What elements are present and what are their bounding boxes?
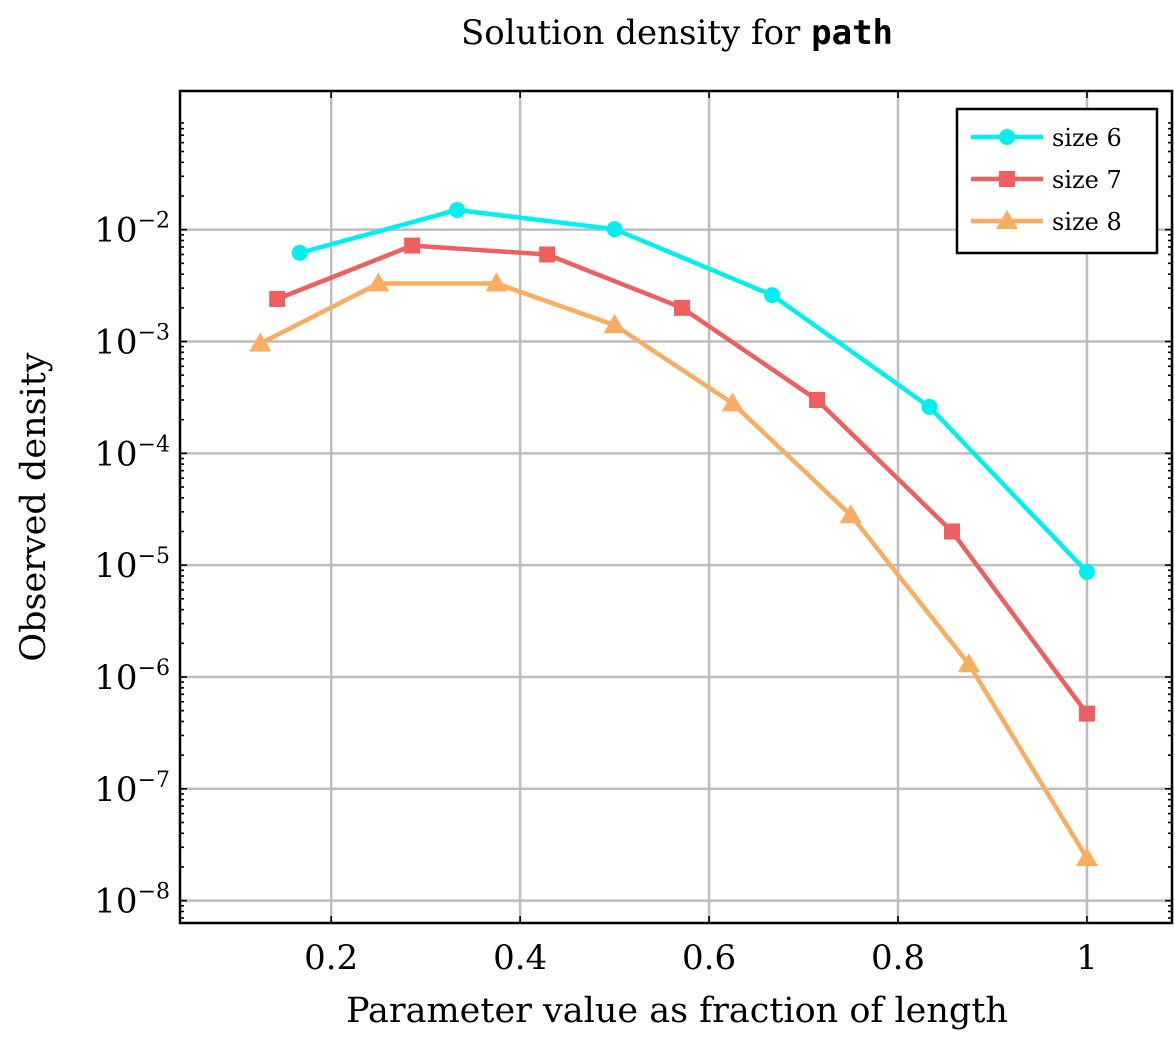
x-axis-label: Parameter value as fraction of length <box>346 991 1008 1031</box>
data-point <box>249 332 272 352</box>
legend: size 6 size 7 size 8 <box>955 107 1159 255</box>
data-point <box>809 391 826 408</box>
y-tick-base: 10 <box>94 434 137 474</box>
y-axis-label: Observed density <box>14 352 54 661</box>
data-point <box>1078 563 1095 580</box>
data-point <box>943 523 960 540</box>
series-layer <box>249 201 1098 867</box>
data-point <box>603 314 626 334</box>
y-tick-label: 10−4 <box>94 432 170 474</box>
y-tick-exponent: −7 <box>138 768 170 793</box>
data-point <box>539 246 556 263</box>
x-tick-label: 0.4 <box>493 938 547 978</box>
legend-entry: size 7 <box>971 166 1122 194</box>
chart-title: Solution density for path <box>461 13 893 53</box>
data-point <box>674 299 691 316</box>
data-point <box>367 272 390 292</box>
data-point <box>449 201 466 218</box>
data-point <box>921 398 938 415</box>
series-line <box>259 281 1089 860</box>
y-tick-label: 10−8 <box>94 880 170 922</box>
legend-marker <box>996 210 1018 229</box>
data-point <box>839 504 862 524</box>
series-1 <box>291 201 1095 580</box>
series-3 <box>249 272 1098 867</box>
y-tick-label: 10−6 <box>94 656 170 698</box>
data-point <box>957 653 980 673</box>
y-tick-exponent: −4 <box>138 432 170 457</box>
x-tick-label: 1 <box>1076 938 1098 978</box>
legend-marker <box>999 129 1015 145</box>
data-point <box>1075 847 1098 867</box>
legend-entry: size 8 <box>971 208 1122 236</box>
y-tick-base: 10 <box>94 211 137 251</box>
data-point <box>485 272 508 292</box>
y-tick-label: 10−3 <box>94 320 170 362</box>
legend-entry: size 6 <box>971 124 1122 152</box>
data-point <box>1078 705 1095 722</box>
y-tick-exponent: −3 <box>138 320 170 345</box>
data-point <box>721 392 744 412</box>
series-2 <box>269 237 1095 722</box>
y-tick-base: 10 <box>94 882 137 922</box>
y-tick-label: 10−5 <box>94 544 170 586</box>
y-tick-base: 10 <box>94 322 137 362</box>
y-tick-label: 10−7 <box>94 768 170 810</box>
data-point <box>606 221 623 238</box>
y-tick-base: 10 <box>94 658 137 698</box>
y-tick-exponent: −2 <box>138 209 170 234</box>
chart-title-main: Solution density for <box>461 13 801 53</box>
data-point <box>269 290 286 307</box>
chart-title-code: path <box>811 13 893 53</box>
y-tick-base: 10 <box>94 770 137 810</box>
plot-frame <box>178 89 1174 925</box>
series-line <box>299 207 1089 574</box>
x-tick-label: 0.8 <box>871 938 925 978</box>
legend-label: size 7 <box>1052 166 1122 194</box>
data-point <box>291 244 308 261</box>
y-tick-label: 10−2 <box>94 209 170 251</box>
y-tick-exponent: −5 <box>138 544 170 569</box>
data-point <box>764 287 781 304</box>
x-tick-label: 0.2 <box>304 938 358 978</box>
y-tick-base: 10 <box>94 546 137 586</box>
x-tick-label: 0.6 <box>682 938 736 978</box>
data-point <box>404 237 421 254</box>
legend-label: size 8 <box>1052 208 1122 236</box>
legend-marker <box>999 171 1015 187</box>
legend-label: size 6 <box>1052 124 1122 152</box>
y-tick-exponent: −8 <box>138 880 170 905</box>
y-tick-exponent: −6 <box>138 656 170 681</box>
grid <box>180 91 1172 923</box>
